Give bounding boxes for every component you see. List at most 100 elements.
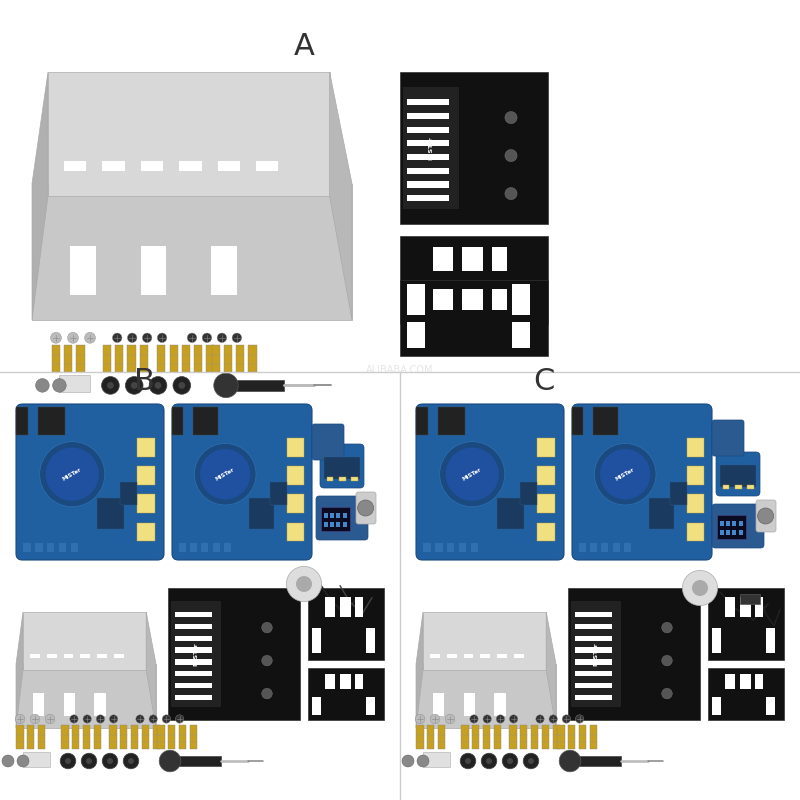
Polygon shape	[16, 612, 23, 728]
Bar	[64, 345, 72, 372]
Bar	[38, 407, 65, 435]
Bar	[438, 407, 465, 435]
Bar	[190, 543, 198, 552]
Bar	[462, 725, 469, 749]
Bar	[140, 345, 148, 372]
Circle shape	[159, 750, 181, 772]
Bar	[568, 588, 700, 720]
Bar	[110, 725, 117, 749]
Circle shape	[86, 758, 92, 764]
Bar	[270, 482, 287, 506]
Bar	[325, 457, 360, 479]
Text: MiSTer: MiSTer	[215, 466, 235, 482]
Bar	[120, 725, 127, 749]
FancyBboxPatch shape	[320, 444, 364, 488]
Bar	[308, 668, 384, 720]
Bar	[510, 725, 517, 749]
Bar	[472, 725, 479, 749]
Circle shape	[162, 715, 170, 723]
Circle shape	[662, 688, 672, 699]
Bar	[23, 543, 30, 552]
Circle shape	[600, 449, 650, 499]
Bar	[602, 543, 608, 552]
Bar	[35, 543, 42, 552]
Bar	[570, 602, 621, 707]
Bar	[211, 246, 237, 295]
Bar	[574, 695, 611, 700]
Polygon shape	[416, 612, 423, 728]
Circle shape	[128, 758, 134, 764]
Circle shape	[507, 758, 513, 764]
Text: ALIBABA.COM: ALIBABA.COM	[366, 365, 434, 374]
Circle shape	[45, 714, 54, 724]
Bar	[193, 407, 218, 435]
FancyBboxPatch shape	[756, 500, 776, 532]
Circle shape	[483, 715, 491, 723]
Circle shape	[232, 333, 242, 342]
Circle shape	[358, 500, 374, 516]
Bar	[462, 289, 483, 310]
Bar	[423, 543, 430, 552]
Bar	[179, 725, 186, 749]
Bar	[755, 597, 762, 617]
Circle shape	[528, 758, 534, 764]
Circle shape	[110, 715, 118, 723]
Bar	[738, 530, 742, 534]
Bar	[433, 289, 454, 310]
Bar	[179, 162, 202, 171]
Polygon shape	[546, 612, 556, 728]
Circle shape	[594, 443, 656, 505]
Bar	[287, 522, 304, 542]
Bar	[542, 725, 549, 749]
Bar	[32, 184, 352, 320]
Bar	[249, 345, 257, 372]
Circle shape	[559, 750, 581, 772]
Bar	[138, 522, 155, 542]
Circle shape	[549, 715, 558, 723]
Circle shape	[96, 715, 105, 723]
Circle shape	[67, 332, 78, 343]
Circle shape	[486, 758, 492, 764]
Bar	[322, 507, 350, 531]
Bar	[336, 513, 341, 518]
Circle shape	[158, 333, 167, 342]
Bar	[407, 284, 425, 315]
Bar	[46, 654, 57, 658]
Bar	[416, 407, 428, 435]
Circle shape	[262, 622, 272, 633]
Circle shape	[113, 333, 122, 342]
Circle shape	[430, 714, 440, 724]
FancyBboxPatch shape	[316, 496, 368, 540]
Bar	[142, 725, 149, 749]
Bar	[590, 543, 597, 552]
Bar	[190, 725, 197, 749]
Bar	[63, 693, 74, 717]
Bar	[194, 345, 202, 372]
Bar	[513, 322, 530, 349]
Bar	[174, 635, 211, 641]
Bar	[33, 693, 44, 717]
Bar	[168, 588, 300, 720]
Bar	[407, 113, 449, 119]
Bar	[766, 697, 775, 715]
FancyBboxPatch shape	[16, 404, 164, 560]
Circle shape	[214, 373, 238, 398]
Bar	[287, 466, 304, 485]
Bar	[686, 466, 704, 485]
Bar	[182, 345, 190, 372]
Bar	[574, 624, 611, 629]
Circle shape	[460, 754, 476, 769]
Circle shape	[505, 111, 517, 124]
Circle shape	[154, 382, 162, 389]
Text: A: A	[294, 32, 314, 61]
Bar	[446, 654, 457, 658]
Bar	[174, 659, 211, 665]
Bar	[520, 482, 538, 506]
Bar	[174, 671, 211, 677]
Circle shape	[575, 715, 584, 723]
Circle shape	[131, 382, 138, 389]
Circle shape	[415, 714, 425, 724]
Bar	[16, 407, 28, 435]
Circle shape	[142, 333, 152, 342]
Bar	[480, 654, 490, 658]
